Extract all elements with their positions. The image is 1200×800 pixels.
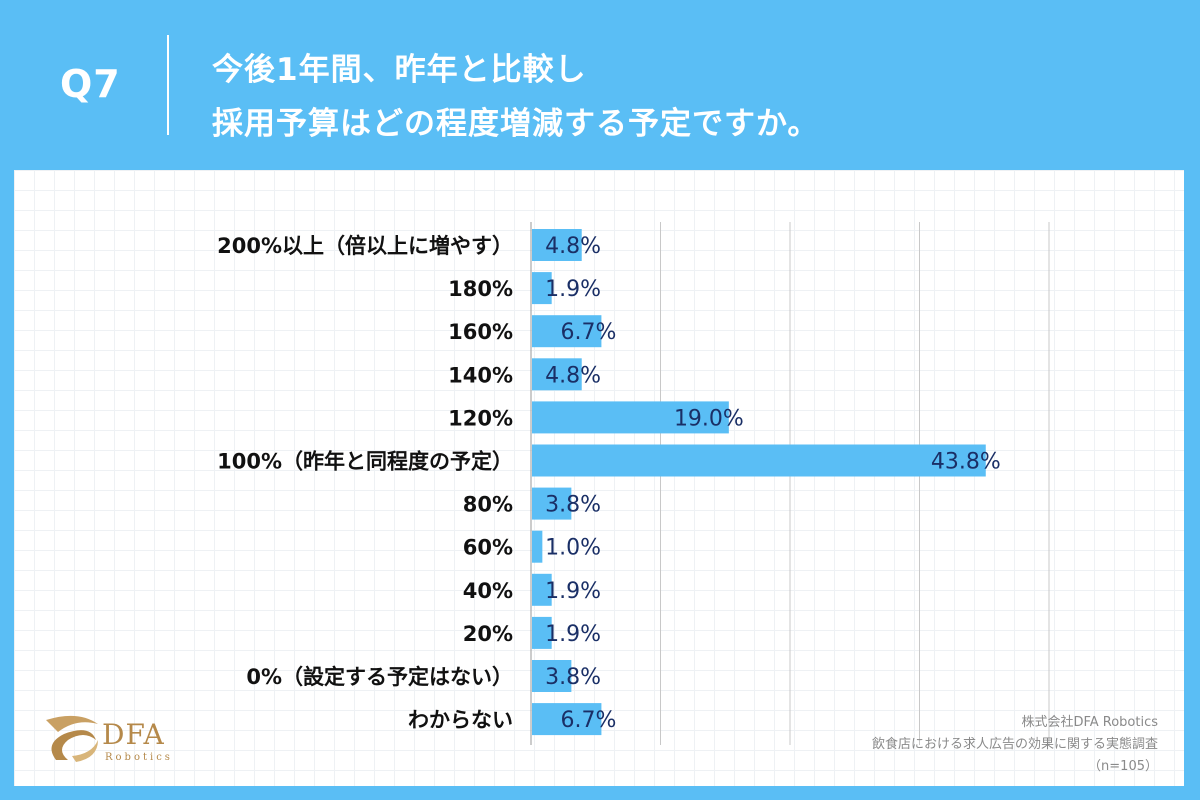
source-note: 株式会社DFA Robotics 飲食店における求人広告の効果に関する実態調査 … xyxy=(872,712,1158,778)
category-label: 60% xyxy=(463,536,513,560)
bar xyxy=(532,530,543,563)
question-title-line1: 今後1年間、昨年と比較し xyxy=(212,52,587,88)
category-label: 0%（設定する予定はない） xyxy=(246,665,513,689)
chart-panel: 200%以上（倍以上に増やす） 4.8% 180% 1.9% 160% 6.7% 140% 4… xyxy=(14,170,1184,786)
logo-sub: Robotics xyxy=(105,752,173,763)
bar xyxy=(532,315,602,348)
bar xyxy=(532,703,602,736)
question-number: Q7 xyxy=(60,62,121,106)
value-label: 43.8% xyxy=(931,450,1001,475)
category-label: 120% xyxy=(448,406,513,430)
category-label: 140% xyxy=(448,363,513,387)
category-label: わからない xyxy=(408,708,513,732)
category-label: 200%以上（倍以上に増やす） xyxy=(217,234,513,258)
value-label: 3.8% xyxy=(545,493,601,518)
source-sample-size: （n=105） xyxy=(1088,759,1158,774)
header-divider xyxy=(167,35,169,135)
category-label: 40% xyxy=(463,579,513,603)
value-label: 6.7% xyxy=(561,708,617,733)
value-label: 4.8% xyxy=(545,234,601,259)
header: Q7 今後1年間、昨年と比較し 採用予算はどの程度増減する予定ですか。 xyxy=(0,0,1200,170)
value-label: 6.7% xyxy=(561,320,617,345)
value-label: 4.8% xyxy=(545,363,601,388)
bar xyxy=(532,660,572,692)
value-label: 3.8% xyxy=(545,665,601,690)
question-title-line2: 採用予算はどの程度増減する予定ですか。 xyxy=(212,106,820,142)
source-company: 株式会社DFA Robotics xyxy=(1021,715,1158,730)
dfa-logo-icon xyxy=(46,715,98,762)
value-label: 1.9% xyxy=(545,579,601,604)
category-label: 100%（昨年と同程度の予定） xyxy=(217,450,513,474)
logo-name: DFA xyxy=(102,718,165,751)
category-label: 20% xyxy=(463,622,513,646)
bar xyxy=(532,444,986,477)
bar xyxy=(532,616,552,649)
value-label: 1.0% xyxy=(545,536,601,561)
category-label: 180% xyxy=(448,277,513,301)
category-label: 80% xyxy=(463,493,513,517)
value-label: 1.9% xyxy=(545,277,601,302)
source-survey: 飲食店における求人広告の効果に関する実態調査 xyxy=(871,737,1158,752)
bar xyxy=(532,272,552,305)
category-label: 160% xyxy=(448,320,513,344)
bar-chart: 200%以上（倍以上に増やす） 4.8% 180% 1.9% 160% 6.7% 140% 4… xyxy=(217,222,1050,745)
bar xyxy=(532,229,582,261)
bar xyxy=(532,573,552,606)
value-label: 1.9% xyxy=(545,622,601,647)
value-label: 19.0% xyxy=(674,406,744,431)
bar xyxy=(532,358,582,391)
bar xyxy=(532,487,572,520)
bar xyxy=(532,401,729,434)
